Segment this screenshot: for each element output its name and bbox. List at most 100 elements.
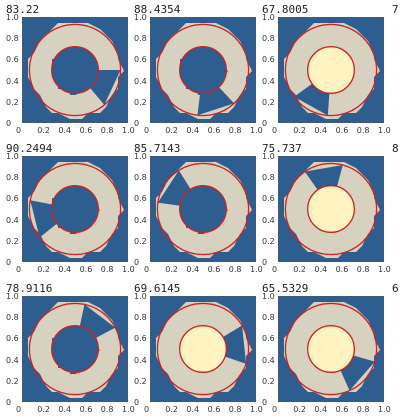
panel-plot [22, 156, 128, 262]
y-tick-label: 0.2 [262, 97, 275, 107]
y-tick-label: 0.6 [134, 55, 147, 65]
x-tick-label: 0.2 [293, 126, 306, 135]
y-tick-label: 0.8 [262, 313, 275, 323]
panel-label: 78.9116 [6, 282, 53, 295]
core-region [307, 185, 355, 233]
x-tick-label: 0.2 [37, 405, 50, 414]
y-tick-label: 0 [6, 398, 12, 407]
inner-red-circle [51, 46, 99, 94]
x-tick-label: 0.6 [335, 405, 349, 414]
x-tick-label: 1.0 [250, 126, 263, 135]
x-tick-label: 0.2 [293, 265, 306, 274]
inner-red-circle [179, 46, 227, 94]
x-tick-label: 0.4 [314, 265, 328, 274]
core-region [179, 185, 227, 233]
x-tick-label: 0.8 [100, 126, 114, 135]
x-tick-label: 0 [16, 265, 22, 274]
x-tick-label: 0.4 [314, 405, 328, 414]
panel-plot [150, 17, 256, 123]
x-tick-label: 1.0 [378, 405, 391, 414]
y-tick-label: 0.8 [6, 173, 19, 183]
y-tick-label: 0.8 [262, 173, 275, 183]
x-tick-label: 1.0 [122, 265, 135, 274]
y-tick-label: 1.0 [134, 292, 147, 301]
outer-red-circle [284, 23, 378, 117]
core-region [179, 46, 227, 94]
panel-plot [22, 296, 128, 402]
inner-red-circle [307, 325, 355, 373]
y-tick-label: 0.2 [6, 236, 19, 246]
partial-label: 7 [392, 3, 399, 16]
x-tick-label: 0.4 [58, 126, 72, 135]
y-tick-label: 1.0 [262, 13, 275, 22]
y-tick-label: 0 [134, 258, 140, 267]
y-tick-label: 0.2 [262, 376, 275, 386]
x-tick-label: 0.6 [207, 265, 221, 274]
y-tick-label: 0.2 [6, 376, 19, 386]
panel-plot [278, 296, 384, 402]
y-tick-label: 0.6 [262, 55, 275, 65]
x-tick-label: 0 [272, 405, 278, 414]
panel-label: 85.7143 [134, 142, 181, 155]
x-tick-label: 0.6 [79, 265, 93, 274]
y-tick-label: 0 [262, 398, 268, 407]
panel-plot [150, 156, 256, 262]
outer-red-circle [28, 162, 122, 256]
x-tick-label: 0.2 [293, 405, 306, 414]
panel-label: 75.737 [262, 142, 302, 155]
x-tick-label: 0.8 [228, 265, 242, 274]
y-tick-label: 0 [134, 398, 140, 407]
x-tick-label: 0.4 [186, 265, 200, 274]
y-tick-label: 0.4 [262, 215, 275, 225]
inner-red-circle [307, 46, 355, 94]
x-tick-label: 0 [144, 265, 150, 274]
partial-label: 6 [392, 282, 399, 295]
tile-region [156, 23, 252, 119]
x-tick-label: 0.8 [228, 405, 242, 414]
x-tick-label: 0.4 [58, 265, 72, 274]
tile-region [28, 162, 124, 258]
x-tick-label: 1.0 [250, 405, 263, 414]
y-tick-label: 1.0 [134, 13, 147, 22]
x-tick-label: 0.6 [335, 126, 349, 135]
y-tick-label: 0 [262, 119, 268, 128]
x-tick-label: 1.0 [378, 265, 391, 274]
x-tick-label: 0.2 [165, 405, 178, 414]
outer-red-circle [284, 302, 378, 396]
panel-label: 88.4354 [134, 3, 181, 16]
x-tick-label: 0.6 [79, 126, 93, 135]
x-tick-label: 0.8 [356, 405, 370, 414]
outer-red-circle [156, 23, 250, 117]
y-tick-label: 0 [262, 258, 268, 267]
x-tick-label: 0.6 [79, 405, 93, 414]
x-tick-label: 0 [16, 405, 22, 414]
y-tick-label: 0 [6, 258, 12, 267]
y-tick-label: 1.0 [6, 292, 19, 301]
inner-red-circle [307, 185, 355, 233]
y-tick-label: 0.4 [6, 355, 19, 365]
panel-label: 65.5329 [262, 282, 309, 295]
y-tick-label: 1.0 [262, 292, 275, 301]
partial-label: 8 [392, 142, 399, 155]
x-tick-label: 0.2 [37, 265, 50, 274]
x-tick-label: 0.4 [186, 405, 200, 414]
y-tick-label: 0.2 [134, 376, 147, 386]
y-tick-label: 0.6 [6, 334, 19, 344]
x-tick-label: 0.6 [207, 126, 221, 135]
y-tick-label: 0.2 [262, 236, 275, 246]
y-tick-label: 1.0 [6, 13, 19, 22]
y-tick-label: 0 [134, 119, 140, 128]
y-tick-label: 0.4 [6, 76, 19, 86]
y-tick-label: 0.2 [6, 97, 19, 107]
panel-label: 67.8005 [262, 3, 309, 16]
inner-red-circle [179, 325, 227, 373]
core-region [179, 325, 227, 373]
core-region [307, 46, 355, 94]
y-tick-label: 1.0 [262, 152, 275, 161]
x-tick-label: 1.0 [250, 265, 263, 274]
x-tick-label: 0 [272, 265, 278, 274]
inner-red-circle [179, 185, 227, 233]
core-region [307, 325, 355, 373]
outer-red-circle [156, 302, 250, 396]
